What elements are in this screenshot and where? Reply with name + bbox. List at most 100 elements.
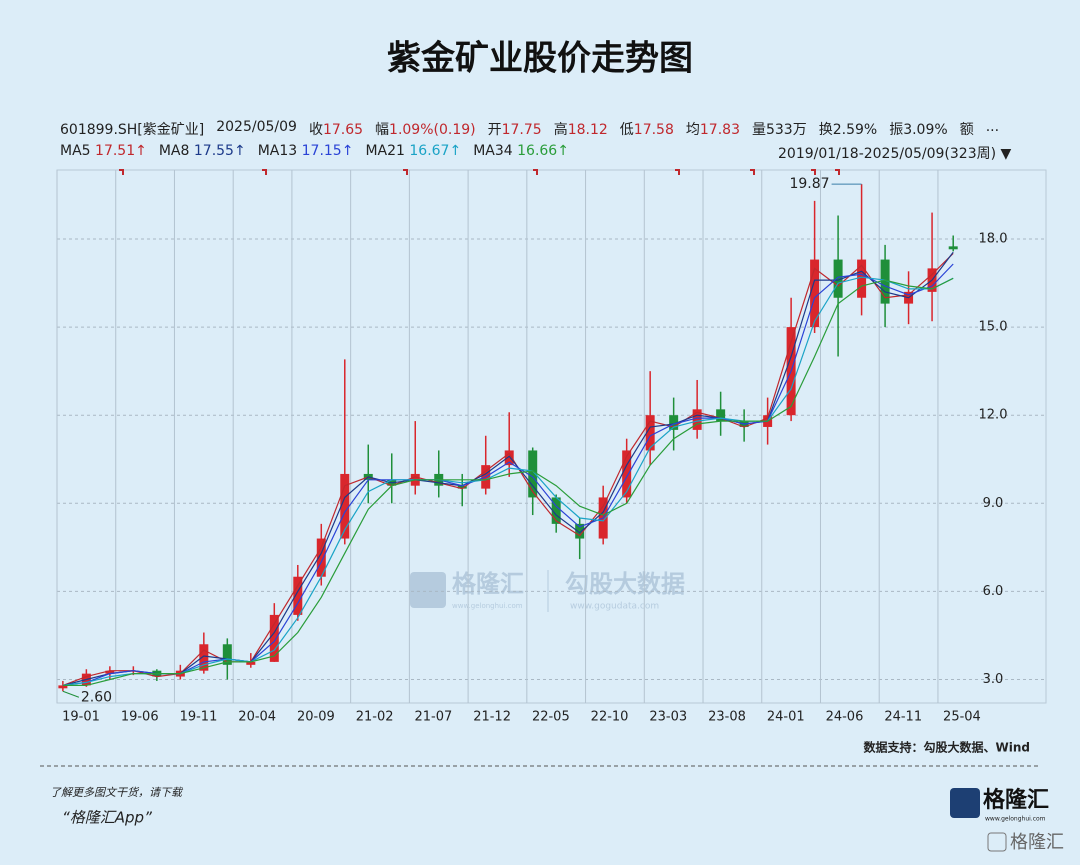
x-tick-label: 24-11: [884, 710, 922, 725]
quote-row: 601899.SH[紫金矿业] 2025/05/09 收17.65 幅1.09%(…: [60, 119, 999, 139]
x-tick-label: 19-06: [121, 710, 159, 725]
candle-body: [645, 415, 655, 451]
legend-value: 16.67↑: [409, 143, 462, 159]
period: 2019/01/18-2025/05/09(323周) ▼: [778, 146, 1012, 162]
ma-line: [62, 252, 954, 686]
legend-name: MA8: [158, 143, 190, 159]
candle-body: [880, 259, 890, 304]
plot-frame: [56, 169, 1047, 704]
candle-body: [457, 485, 467, 489]
quote-value: 18.12: [567, 122, 608, 138]
quote-label: 高: [553, 122, 568, 138]
x-tick-label: 19-11: [180, 710, 218, 725]
y-tick-label: 6.0: [983, 584, 1004, 599]
quote-value: 17.58: [633, 122, 674, 138]
candle-body: [340, 473, 350, 539]
quote-label: 均: [685, 122, 700, 138]
quote-label: 量533万: [751, 122, 807, 138]
y-tick-label: 9.0: [983, 496, 1004, 511]
y-tick-label: 3.0: [983, 672, 1004, 687]
x-tick-label: 19-01: [62, 710, 100, 725]
x-tick-label: 21-02: [356, 710, 394, 725]
y-tick-label: 12.0: [979, 408, 1008, 423]
x-tick-label: 21-07: [414, 710, 452, 725]
quote-item: 收17.65: [309, 119, 363, 139]
legend-item: MA34 16.66↑: [473, 143, 569, 159]
quote-label: 幅: [375, 122, 390, 138]
candle-body: [551, 497, 561, 524]
quote-label: 振3.09%: [889, 122, 948, 138]
annotation-arrow: [62, 690, 80, 698]
quote-label: 低: [619, 122, 634, 138]
quote-label: 开: [487, 122, 502, 138]
x-tick-label: 24-01: [767, 710, 805, 725]
legend-item: MA8 17.55↑: [159, 143, 246, 159]
annotation: 19.87: [789, 176, 829, 192]
logo: 格隆汇: [983, 787, 1049, 813]
x-tick-label: 20-04: [238, 710, 276, 725]
ma-line: [62, 251, 954, 686]
quote-item: ...: [986, 119, 999, 139]
candle-body: [810, 259, 820, 328]
quote-item: 额: [960, 119, 974, 139]
x-tick-label: 20-09: [297, 710, 335, 725]
legend-item: MA21 16.67↑: [365, 143, 461, 159]
period-text: 2019/01/18-2025/05/09(323周): [778, 146, 997, 162]
candle-body: [246, 661, 256, 665]
quote-item: 开17.75: [488, 119, 542, 139]
x-tick-label: 22-10: [591, 710, 629, 725]
candle-body: [105, 670, 115, 674]
candle-body: [575, 523, 585, 539]
candle-body: [293, 576, 303, 615]
legend-item: MA13 17.15↑: [258, 143, 354, 159]
candle-body: [669, 415, 679, 430]
legend-name: MA13: [257, 143, 298, 159]
ma-line: [62, 263, 954, 686]
y-tick-label: 15.0: [979, 320, 1008, 335]
candle-body: [622, 450, 632, 498]
watermark-partner: 勾股大数据: [565, 570, 685, 598]
quote-value: 17.75: [501, 122, 542, 138]
logo-url: www.gelonghui.com: [985, 816, 1046, 823]
promo: 了解更多图文干货，请下载: [50, 786, 184, 799]
quote-label: 收: [308, 122, 323, 138]
legend-name: MA21: [365, 143, 405, 159]
quote-value: 17.65: [322, 122, 364, 138]
watermark: 格隆汇 www.gelonghui.com 勾股大数据 www.gogudata…: [410, 570, 685, 612]
code: 601899.SH[紫金矿业]: [60, 122, 205, 138]
candle-body: [222, 644, 232, 665]
quote-item: 高18.12: [554, 119, 608, 139]
quote-item: 低17.58: [620, 119, 674, 139]
legend-value: 16.66↑: [517, 143, 569, 159]
watermark-partner-url: www.gogudata.com: [570, 602, 659, 612]
quote-label: ...: [985, 119, 1000, 135]
x-tick-label: 23-08: [708, 710, 746, 725]
event-flags: [119, 169, 840, 175]
legend-value: 17.51↑: [95, 143, 147, 159]
candle-body: [269, 614, 279, 662]
legend-value: 17.55↑: [193, 143, 246, 159]
quote-item: 振3.09%: [889, 119, 947, 139]
quote-item: 换2.59%: [819, 119, 877, 139]
corner-logo: 格隆汇: [1010, 832, 1064, 853]
candle-body: [316, 538, 326, 577]
x-tick-label: 25-04: [943, 710, 981, 725]
quote-item: 幅1.09%(0.19): [375, 119, 476, 139]
candle-body: [857, 259, 867, 298]
candle-body: [528, 450, 538, 498]
quote-item: 均17.83: [686, 119, 740, 139]
quote-label: 换2.59%: [818, 122, 878, 138]
ma-legend: MA5 17.51↑ MA8 17.55↑ MA13 17.15↑ MA21 16.6…: [60, 143, 569, 159]
quote-label: 额: [959, 122, 974, 138]
quote-item: 量533万: [752, 119, 807, 139]
corner-icon: [987, 832, 1007, 852]
x-tick-label: 22-05: [532, 710, 570, 725]
date: 2025/05/09: [216, 119, 297, 135]
candle-body: [58, 685, 68, 689]
x-tick-label: 21-12: [473, 710, 511, 725]
legend-item: MA5 17.51↑: [60, 143, 147, 159]
ma-line: [62, 276, 954, 686]
ma-line: [62, 277, 954, 686]
quote-value: 17.83: [699, 122, 740, 138]
